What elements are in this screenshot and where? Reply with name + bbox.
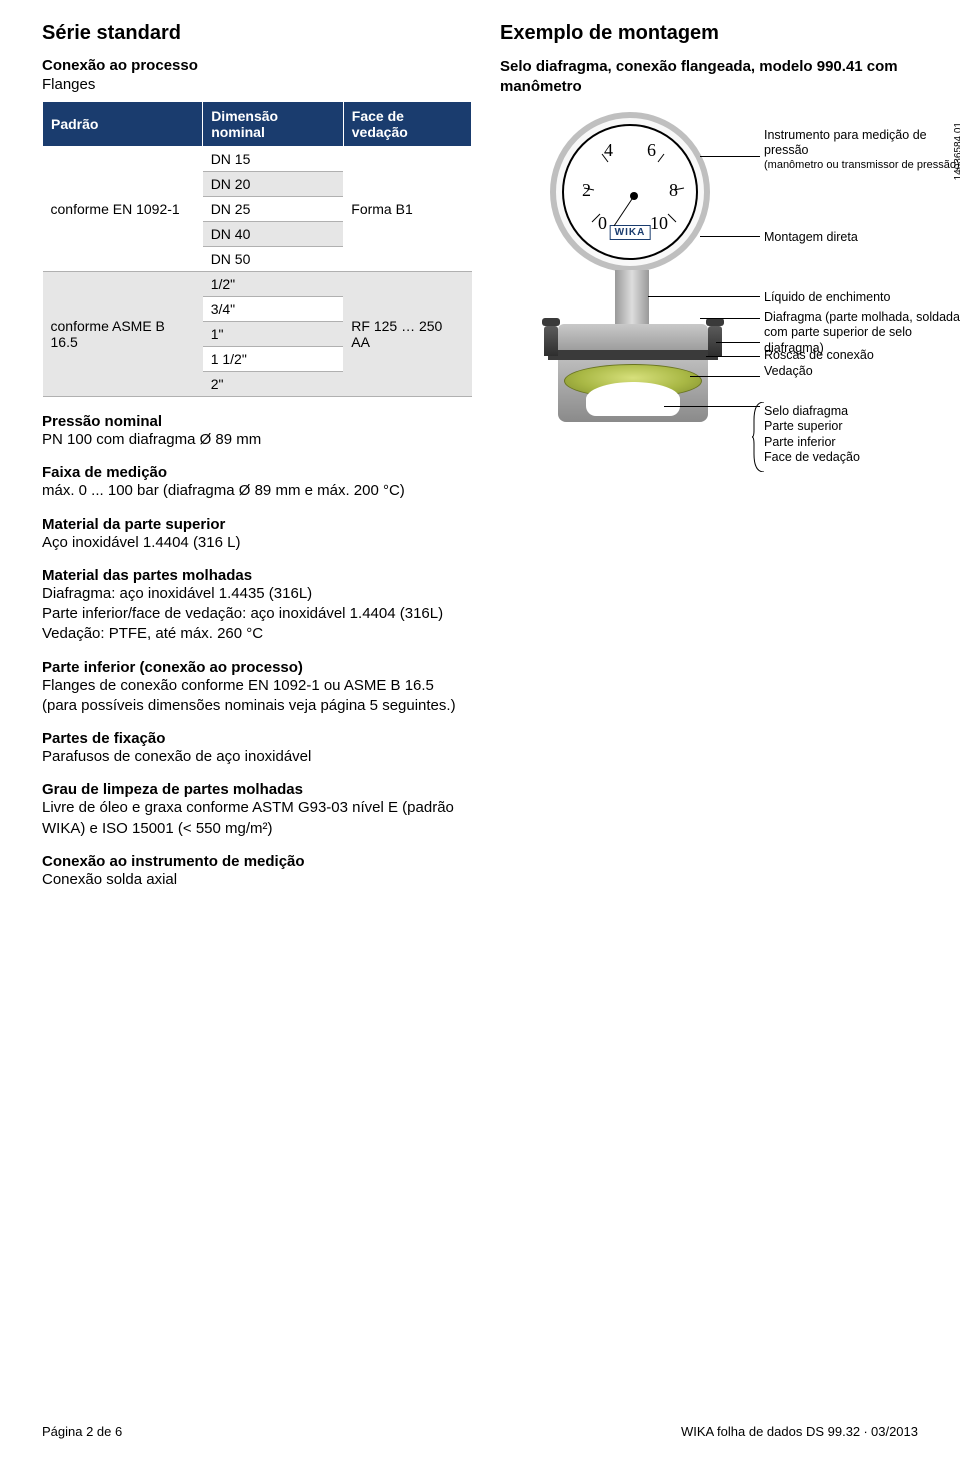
label-fill: Líquido de enchimento	[764, 290, 890, 306]
block-limpeza: Grau de limpeza de partes molhadas Livre…	[42, 781, 472, 839]
lower-body-icon	[558, 360, 708, 422]
block-text: Aço inoxidável 1.4404 (316 L)	[42, 533, 472, 553]
block-title: Parte inferior (conexão ao processo)	[42, 659, 472, 676]
group2-label: conforme ASME B 16.5	[43, 272, 203, 397]
cavity-icon	[586, 382, 680, 416]
block-title: Grau de limpeza de partes molhadas	[42, 781, 472, 798]
block-title: Material das partes molhadas	[42, 567, 472, 584]
bolt-icon	[708, 326, 722, 356]
block-title: Partes de fixação	[42, 730, 472, 747]
leader-line	[700, 318, 760, 319]
spec-table: Padrão Dimensão nominal Face de vedação …	[42, 101, 472, 397]
label-lower-group: Selo diafragma Parte superior Parte infe…	[764, 404, 860, 467]
label-lower-3: Face de vedação	[764, 450, 860, 466]
label-line1: Instrumento para medição de pressão	[764, 128, 960, 159]
cell: DN 40	[203, 222, 344, 247]
col-dimensao: Dimensão nominal	[203, 102, 344, 147]
right-section-title: Exemplo de montagem	[500, 22, 960, 45]
cell: 1/2"	[203, 272, 344, 297]
block-title: Conexão ao instrumento de medição	[42, 853, 472, 870]
connection-heading: Conexão ao processo	[42, 57, 472, 74]
block-title: Pressão nominal	[42, 413, 472, 430]
right-subtitle: Selo diafragma, conexão flangeada, model…	[500, 57, 960, 98]
block-text: PN 100 com diafragma Ø 89 mm	[42, 430, 472, 450]
block-text: máx. 0 ... 100 bar (diafragma Ø 89 mm e …	[42, 481, 472, 501]
table-row: conforme EN 1092-1 DN 15 Forma B1	[43, 147, 472, 172]
table-header-row: Padrão Dimensão nominal Face de vedação	[43, 102, 472, 147]
label-mount: Montagem direta	[764, 230, 858, 246]
cell: DN 15	[203, 147, 344, 172]
stem-icon	[615, 270, 649, 326]
col-padrao: Padrão	[43, 102, 203, 147]
block-text: Diafragma: aço inoxidável 1.4435 (316L) …	[42, 584, 472, 645]
cell: 1 1/2"	[203, 347, 344, 372]
table-row: conforme ASME B 16.5 1/2" RF 125 … 250 A…	[43, 272, 472, 297]
seal-ring-icon	[548, 350, 718, 360]
label-seal: Vedação	[764, 364, 813, 380]
label-lower-title: Selo diafragma	[764, 404, 860, 420]
leader-line	[706, 356, 760, 357]
group1-label: conforme EN 1092-1	[43, 147, 203, 272]
cell: DN 25	[203, 197, 344, 222]
block-text: Parafusos de conexão de aço inoxidável	[42, 747, 472, 767]
block-title: Faixa de medição	[42, 464, 472, 481]
block-material-molhadas: Material das partes molhadas Diafragma: …	[42, 567, 472, 645]
cell: 3/4"	[203, 297, 344, 322]
assembly-diagram: 14036584.01 0 2 4 6 8 10 WIKA	[500, 112, 960, 512]
block-text: Conexão solda axial	[42, 870, 472, 890]
leader-line	[664, 406, 760, 407]
block-faixa: Faixa de medição máx. 0 ... 100 bar (dia…	[42, 464, 472, 501]
pressure-gauge-icon: 0 2 4 6 8 10 WIKA	[550, 112, 710, 272]
leader-line	[648, 296, 760, 297]
block-pressao: Pressão nominal PN 100 com diafragma Ø 8…	[42, 413, 472, 450]
label-line2: (manômetro ou transmissor de pressão)	[764, 159, 960, 173]
label-threads: Roscas de conexão	[764, 348, 874, 364]
block-title: Material da parte superior	[42, 516, 472, 533]
gauge-dial-icon	[564, 126, 696, 258]
page-footer: Página 2 de 6 WIKA folha de dados DS 99.…	[42, 1424, 918, 1439]
block-parte-inferior: Parte inferior (conexão ao processo) Fla…	[42, 659, 472, 717]
cell: 1"	[203, 322, 344, 347]
leader-line	[700, 156, 760, 157]
upper-body-icon	[558, 324, 708, 352]
cell: 2"	[203, 372, 344, 397]
block-text: Flanges de conexão conforme EN 1092-1 ou…	[42, 676, 472, 717]
bolt-icon	[544, 326, 558, 356]
group1-face: Forma B1	[343, 147, 471, 272]
cell: DN 50	[203, 247, 344, 272]
block-fixacao: Partes de fixação Parafusos de conexão d…	[42, 730, 472, 767]
label-lower-2: Parte inferior	[764, 435, 860, 451]
block-text: Livre de óleo e graxa conforme ASTM G93-…	[42, 798, 472, 839]
block-material-superior: Material da parte superior Aço inoxidáve…	[42, 516, 472, 553]
leader-line	[700, 236, 760, 237]
left-section-title: Série standard	[42, 22, 472, 45]
footer-right: WIKA folha de dados DS 99.32 ∙ 03/2013	[681, 1424, 918, 1439]
connection-sub: Flanges	[42, 76, 472, 93]
cell: DN 20	[203, 172, 344, 197]
group2-face: RF 125 … 250 AA	[343, 272, 471, 397]
leader-line	[690, 376, 760, 377]
footer-left: Página 2 de 6	[42, 1424, 122, 1439]
leader-line	[716, 342, 760, 343]
col-face: Face de vedação	[343, 102, 471, 147]
label-instrument: Instrumento para medição de pressão (man…	[764, 128, 960, 173]
block-conexao-instrumento: Conexão ao instrumento de medição Conexã…	[42, 853, 472, 890]
label-lower-1: Parte superior	[764, 419, 860, 435]
brace-icon	[752, 402, 766, 472]
